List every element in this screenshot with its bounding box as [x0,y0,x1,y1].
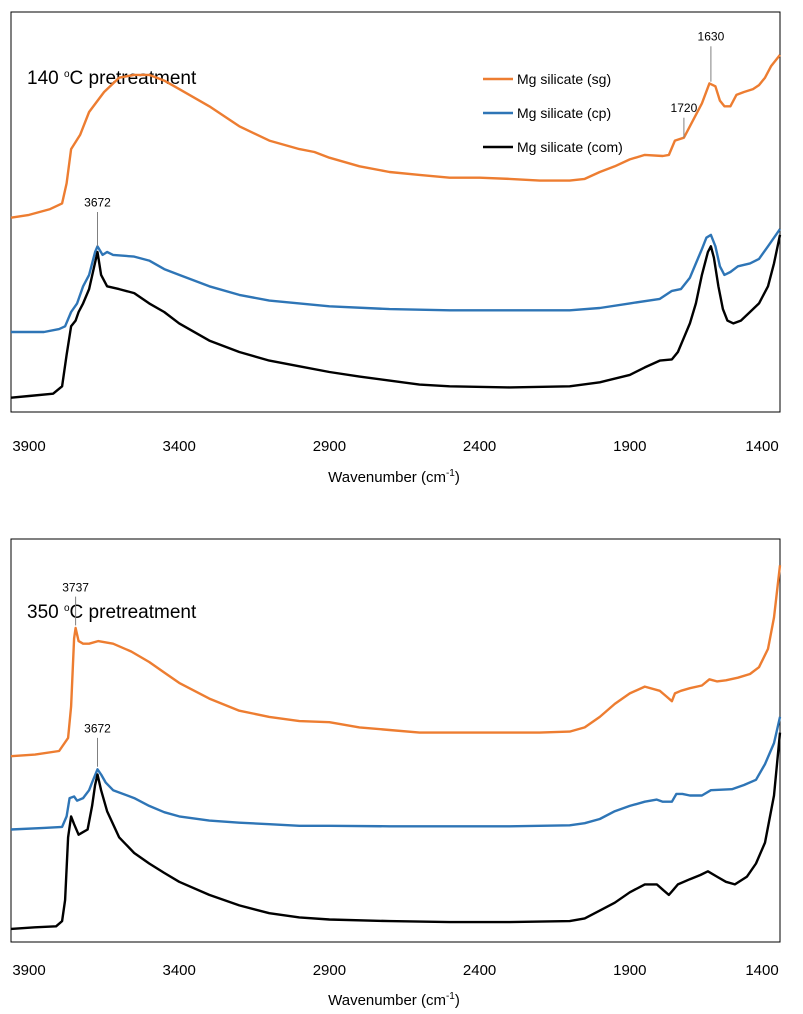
plot-frame-top [10,11,781,413]
legend-label-sg: Mg silicate (sg) [517,71,611,87]
series-line-cp [10,716,782,831]
x-tick-label: 1400 [745,438,778,455]
annotation-label-3672: 3672 [84,195,111,209]
x-tick-label: 1900 [613,438,646,455]
x-tick-label: 2900 [313,962,346,979]
x-axis-title-bottom: Wavenumber (cm-1) [328,991,460,1009]
annotation-label-1720: 1720 [671,101,698,115]
x-tick-label: 3900 [12,962,45,979]
annotation-label-3672: 3672 [84,722,111,736]
x-tick-label: 3400 [163,962,196,979]
x-tick-label: 1400 [745,962,778,979]
legend-label-com: Mg silicate (com) [517,139,623,155]
panel-350: 350 oC pretreatment 3737 3672 3900 3400 290… [10,538,782,1009]
x-tick-label: 2900 [313,438,346,455]
series-line-com [10,234,782,399]
annotation-label-3737: 3737 [62,580,89,594]
series-line-com [10,732,782,931]
x-tick-label: 2400 [463,438,496,455]
x-tick-label: 2400 [463,962,496,979]
x-axis-title-top: Wavenumber (cm-1) [328,468,460,486]
annotation-label-1630: 1630 [698,30,725,44]
x-axis-ticks-top: 3900 3400 2900 2400 1900 1400 [12,438,778,455]
annotations-top: 3672 1630 1720 [84,30,725,247]
plot-frame-bottom [10,538,781,943]
annotations-bottom: 3737 3672 [62,580,111,767]
series-line-cp [11,228,781,334]
panel-140: 140 oC pretreatment 3672 1630 1720 3900 340… [10,11,782,486]
x-axis-ticks-bottom: 3900 3400 2900 2400 1900 1400 [12,962,778,979]
x-tick-label: 3400 [163,438,196,455]
x-tick-label: 3900 [12,438,45,455]
x-tick-label: 1900 [613,962,646,979]
series-line-sg [10,54,781,219]
legend: Mg silicate (sg) Mg silicate (cp) Mg sil… [483,71,623,155]
panel-title-350: 350 oC pretreatment [27,602,197,623]
series-line-sg [10,565,782,758]
series-lines-top [10,54,782,399]
series-lines-bottom [10,565,782,931]
panel-title-140: 140 oC pretreatment [27,68,197,89]
legend-label-cp: Mg silicate (cp) [517,105,611,121]
